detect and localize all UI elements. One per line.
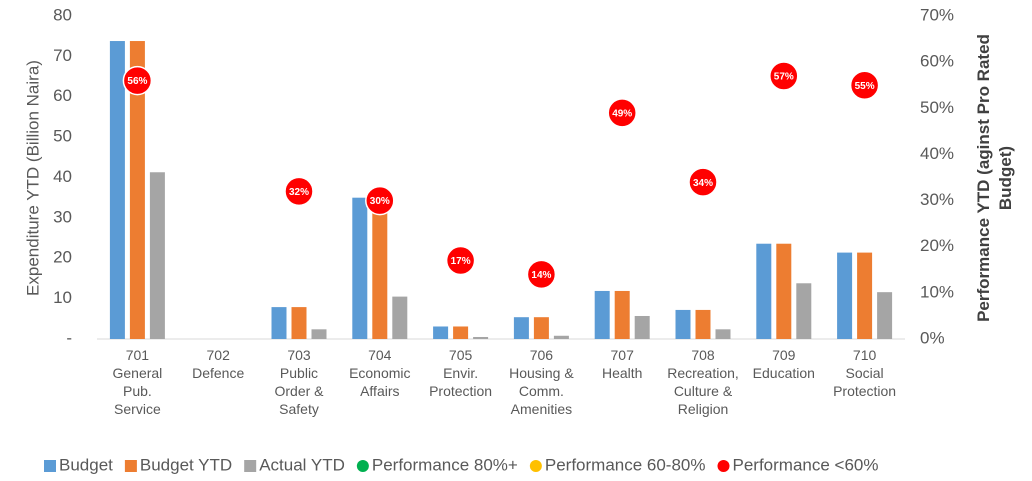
performance-marker [445, 245, 476, 276]
data-label: 17% [451, 256, 471, 267]
x-tick-label: 701 General Pub. Service [112, 347, 162, 417]
bar [594, 290, 610, 339]
bar [352, 197, 368, 339]
y2-tick-label: 30% [920, 190, 954, 209]
y-tick-label: 20 [53, 248, 72, 267]
y-axis-label: Expenditure YTD (Billion Naira) [23, 60, 42, 296]
bar [129, 41, 145, 339]
bar [533, 317, 549, 339]
bar [311, 329, 327, 339]
legend-marker [717, 460, 730, 472]
x-tick-label: 702 Defence [192, 347, 244, 381]
performance-marker [849, 70, 880, 100]
x-tick-label: 703 Public Order & Safety [274, 347, 324, 417]
bar [453, 326, 469, 339]
data-label: 14% [531, 270, 551, 281]
bar [433, 326, 449, 339]
y2-tick-label: 50% [920, 98, 954, 117]
data-label: 49% [612, 109, 632, 120]
bar [271, 307, 287, 339]
x-tick-label: 705 Envir. Protection [429, 347, 492, 399]
performance-marker [607, 98, 637, 128]
legend-label: Performance 60-80% [545, 455, 706, 474]
data-label: 57% [774, 72, 794, 83]
x-tick-label: 706 Housing & Comm. Amenities [509, 347, 574, 417]
y-tick-label: 30 [53, 207, 72, 226]
performance-marker [284, 176, 314, 207]
performance-marker [769, 61, 799, 91]
y2-tick-label: 40% [920, 144, 954, 163]
bar [392, 296, 408, 339]
bar [553, 335, 569, 339]
legend-label: Budget YTD [140, 455, 232, 474]
legend-label: Actual YTD [259, 455, 345, 474]
bar [756, 243, 772, 339]
bar [473, 336, 489, 339]
bar [291, 307, 307, 339]
data-label: 56% [127, 76, 147, 87]
legend-marker [244, 460, 257, 472]
bar [715, 329, 731, 339]
bar [614, 290, 630, 339]
legend-marker [44, 460, 56, 472]
performance-marker [365, 185, 395, 216]
bar [857, 252, 873, 339]
y-tick-label: 80 [53, 5, 72, 24]
bar [634, 315, 650, 339]
data-label: 32% [289, 187, 309, 198]
legend-label: Performance <60% [733, 455, 879, 474]
legend-label: Performance 80%+ [372, 455, 518, 474]
x-tick-label: 710 Social Protection [833, 347, 896, 399]
x-tick-label: 707 Health [602, 347, 642, 381]
legend-marker [529, 460, 542, 472]
data-label: 34% [693, 178, 713, 189]
y2-axis-label: Performance YTD (aginst Pro Rated Budget) [974, 34, 1015, 322]
y2-tick-label: 70% [920, 5, 954, 24]
legend-marker [124, 460, 137, 472]
performance-marker [688, 167, 718, 197]
bar [109, 41, 125, 339]
bar [695, 309, 711, 339]
bar [675, 309, 691, 339]
data-label: 30% [370, 196, 390, 207]
legend-marker [356, 460, 369, 472]
y2-tick-label: 10% [920, 282, 954, 301]
bar [796, 283, 812, 339]
y2-tick-label: 20% [920, 236, 954, 255]
data-label: 55% [855, 81, 875, 92]
legend-label: Budget [59, 455, 113, 474]
bar [149, 172, 165, 339]
x-tick-label: 708 Recreation, Culture & Religion [667, 347, 739, 417]
y-tick-label: - [66, 328, 72, 347]
bar [372, 199, 388, 339]
bar [513, 317, 529, 339]
y2-tick-label: 60% [920, 52, 954, 71]
x-tick-label: 709 Education [753, 347, 815, 381]
bar [837, 252, 853, 339]
bar [776, 243, 792, 339]
y-tick-label: 50 [53, 127, 72, 146]
bar [877, 292, 893, 339]
y-tick-label: 40 [53, 167, 72, 186]
y-tick-label: 70 [53, 46, 72, 65]
performance-marker [122, 65, 153, 96]
y2-tick-label: 0% [920, 328, 945, 347]
y-tick-label: 10 [53, 288, 72, 307]
performance-marker [526, 259, 557, 290]
x-tick-label: 704 Economic Affairs [349, 347, 410, 399]
y-tick-label: 60 [53, 86, 72, 105]
